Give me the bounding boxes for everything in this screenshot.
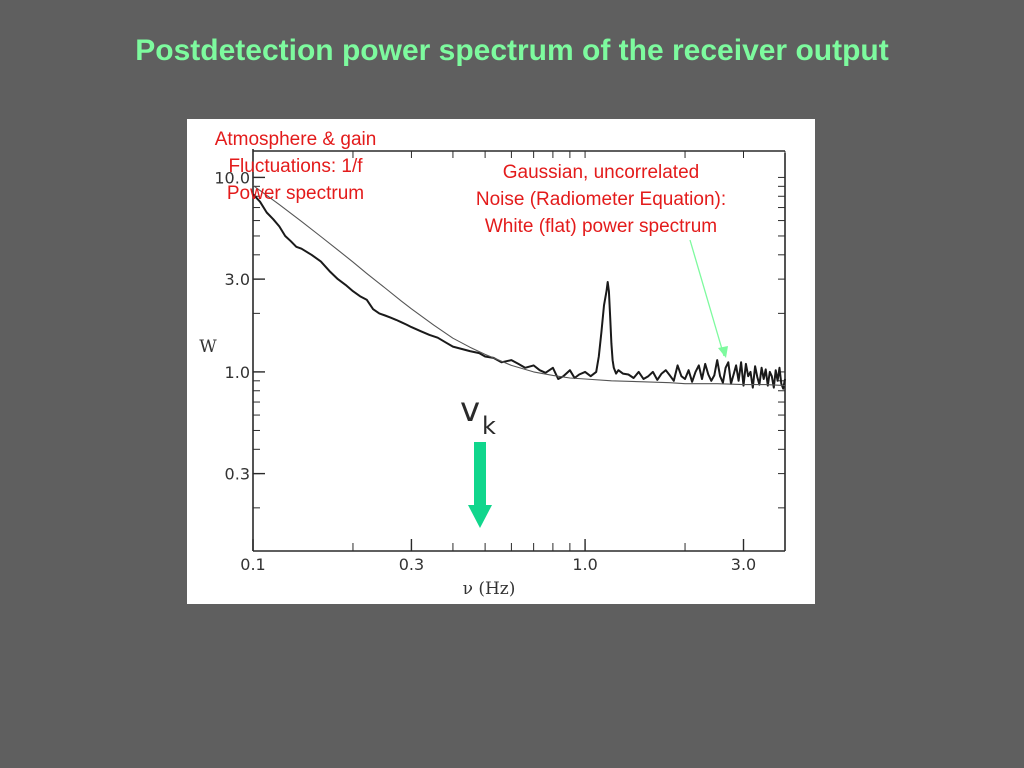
y-tick-label: 1.0	[225, 363, 250, 382]
x-tick-label: 0.3	[399, 555, 424, 574]
x-tick-label: 1.0	[572, 555, 597, 574]
measured-spectrum-line	[252, 193, 786, 390]
spectrum-chart: 0.1 0.3 1.0 3.0 10.0 3.0 1.0 0.3 ν (Hz) W	[199, 149, 786, 599]
y-tick-label: 3.0	[225, 270, 250, 289]
one-over-f-annotation: Atmosphere & gain Fluctuations: 1/f Powe…	[214, 129, 377, 204]
plot-frame	[252, 149, 786, 551]
x-tick-label: 0.1	[240, 555, 265, 574]
x-axis-label: ν (Hz)	[463, 579, 516, 599]
slide-title: Postdetection power spectrum of the rece…	[135, 34, 889, 67]
spectrum-figure: 0.1 0.3 1.0 3.0 10.0 3.0 1.0 0.3 ν (Hz) W	[187, 119, 815, 604]
y-tick-label: 10.0	[214, 168, 250, 187]
white-noise-annotation: Gaussian, uncorrelated Noise (Radiometer…	[475, 162, 727, 237]
y-tick-label: 0.3	[225, 465, 250, 484]
y-axis-label: W	[199, 337, 217, 357]
x-tick-label: 3.0	[731, 555, 756, 574]
model-fit-line	[252, 184, 786, 387]
